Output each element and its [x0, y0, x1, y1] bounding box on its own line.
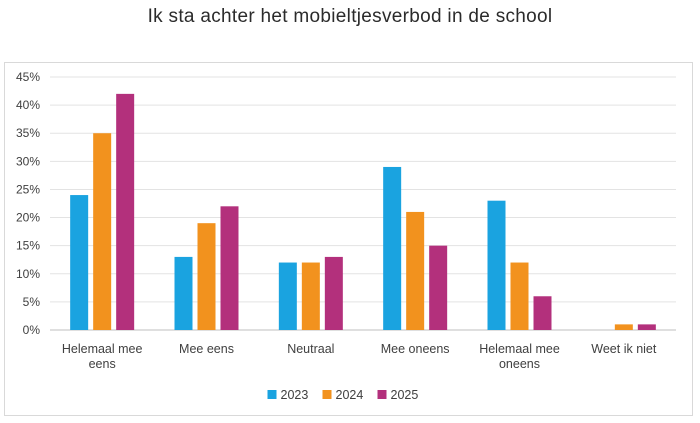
- y-tick-label: 10%: [16, 267, 40, 281]
- y-tick-label: 15%: [16, 239, 40, 253]
- gridlines: [50, 76, 676, 331]
- category-label: Mee eens: [179, 342, 234, 356]
- legend-swatch-2024: [322, 390, 332, 399]
- category-label: Mee oneens: [381, 342, 450, 356]
- chart-frame: [4, 62, 693, 416]
- y-tick-label: 20%: [16, 211, 40, 225]
- bar-2025-2: [324, 256, 343, 330]
- y-tick-label: 5%: [23, 295, 41, 309]
- category-label-line: Weet ik niet: [591, 342, 657, 356]
- y-tick-label: 0%: [23, 323, 41, 337]
- legend-label-2023: 2023: [281, 388, 309, 402]
- y-tick-label: 45%: [16, 70, 40, 84]
- category-label-line: Neutraal: [287, 342, 334, 356]
- bar-2025-5: [637, 324, 656, 330]
- category-label-line: Helemaal mee: [62, 342, 143, 356]
- category-label: Weet ik niet: [591, 342, 657, 356]
- category-label-line: oneens: [499, 357, 540, 371]
- y-tick-label: 30%: [16, 154, 40, 168]
- bar-2025-1: [220, 206, 239, 330]
- bars: [70, 93, 656, 330]
- bar-2024-3: [406, 211, 425, 330]
- y-axis-ticks: 0% 5% 10% 15% 20% 25% 30% 35% 40% 45%: [16, 70, 40, 337]
- y-tick-label: 40%: [16, 98, 40, 112]
- bar-2025-0: [116, 93, 135, 330]
- legend-swatch-2023: [267, 390, 277, 399]
- category-label-line: eens: [89, 357, 116, 371]
- legend-label-2025: 2025: [391, 388, 419, 402]
- legend-label-2024: 2024: [336, 388, 364, 402]
- bar-2023-1: [174, 256, 193, 330]
- category-label: Helemaal mee oneens: [479, 342, 560, 371]
- bar-2025-4: [533, 296, 552, 330]
- chart-title: Ik sta achter het mobieltjesverbod in de…: [147, 6, 553, 27]
- y-tick-label: 35%: [16, 126, 40, 140]
- category-label: Neutraal: [287, 342, 334, 356]
- bar-2023-0: [70, 195, 89, 330]
- bar-2023-4: [487, 200, 506, 330]
- bar-2024-0: [93, 133, 112, 330]
- bar-2024-1: [197, 223, 216, 330]
- bar-2024-2: [301, 262, 320, 330]
- bar-2023-2: [278, 262, 297, 330]
- legend: 2023 2024 2025: [267, 388, 419, 402]
- bar-2023-3: [383, 166, 402, 330]
- category-label-line: Helemaal mee: [479, 342, 560, 356]
- y-tick-label: 25%: [16, 182, 40, 196]
- bar-2024-4: [510, 262, 529, 330]
- legend-swatch-2025: [377, 390, 387, 399]
- bar-2025-3: [429, 245, 448, 330]
- category-label-line: Mee eens: [179, 342, 234, 356]
- bar-2024-5: [614, 324, 633, 330]
- category-label-line: Mee oneens: [381, 342, 450, 356]
- category-label: Helemaal mee eens: [62, 342, 143, 371]
